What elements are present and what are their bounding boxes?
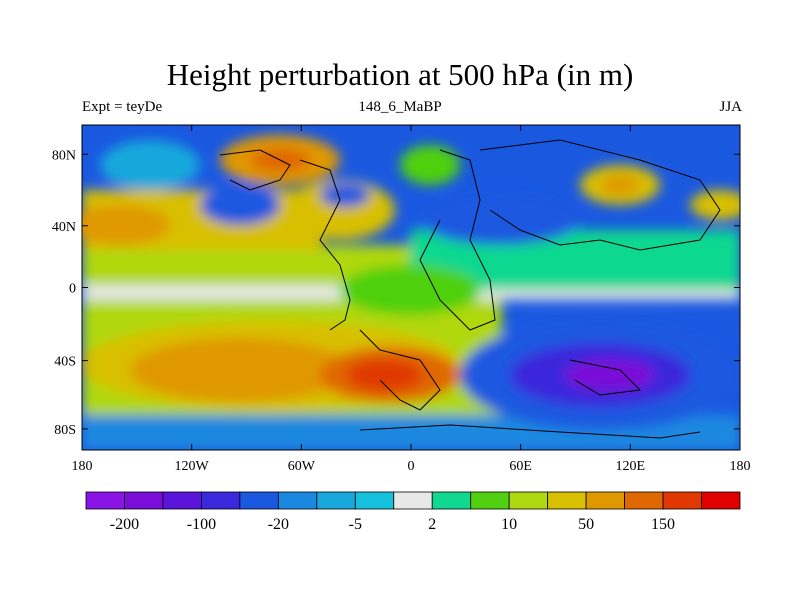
colorbar-box	[393, 491, 433, 510]
coastlines	[219, 139, 721, 439]
australia-coast	[569, 359, 642, 396]
contour-field	[82, 125, 740, 450]
colorbar-box	[316, 491, 356, 510]
colorbar-box	[470, 491, 510, 510]
colorbar-box	[662, 491, 702, 510]
colorbar-box	[277, 491, 318, 510]
colorbar-label: 2	[428, 516, 436, 533]
antarctica-coast	[359, 424, 701, 439]
x-tick-label: 0	[408, 459, 415, 474]
field-asia-neg	[420, 195, 580, 245]
season-label: JJA	[719, 99, 742, 115]
field-siberia-max	[600, 175, 640, 195]
x-tick-label: 60W	[288, 459, 316, 474]
colorbar-box	[585, 491, 625, 510]
y-tick-label: 40N	[52, 220, 76, 235]
field-europe-pos	[400, 145, 460, 185]
colorbar-box	[239, 491, 279, 510]
colorbar-box	[701, 491, 741, 510]
colorbar-box	[162, 491, 202, 510]
colorbar-label: 10	[501, 516, 517, 533]
field-east-pos	[690, 190, 740, 220]
south-coast	[359, 329, 441, 411]
experiment-label: Expt = teyDe	[82, 99, 163, 115]
colorbar-box	[201, 491, 241, 510]
asia-coast	[479, 139, 721, 251]
field-alaska-neg	[100, 140, 200, 190]
colorbar-box	[624, 491, 664, 510]
period-label: 148_6_MaBP	[358, 99, 442, 115]
y-tick-label: 40S	[54, 355, 76, 370]
americas-coast	[299, 159, 351, 331]
chart-title: Height perturbation at 500 hPa (in m)	[166, 57, 634, 92]
x-axis: 180 120W 60W 0 60E 120E 180	[72, 125, 751, 474]
field-south-peak	[347, 359, 423, 391]
colorbar-box	[508, 491, 549, 510]
y-tick-label: 80N	[52, 148, 76, 163]
colorbar-box	[124, 491, 164, 510]
field-atlantic-neg	[320, 183, 370, 207]
field-south-indian-min	[565, 359, 655, 391]
colorbar-label: -200	[110, 516, 139, 533]
y-tick-label: 0	[69, 282, 76, 297]
colorbar-box	[354, 491, 395, 510]
africa-europe-coast	[419, 149, 496, 331]
x-tick-label: 180	[72, 459, 93, 474]
colorbar-label: 150	[651, 516, 675, 533]
field-africa	[340, 265, 480, 315]
x-tick-label: 120W	[175, 459, 210, 474]
colorbar: -200 -100 -20 -5 2 10 50 150	[85, 491, 741, 533]
field-north-pacific-max	[82, 205, 170, 245]
colorbar-box	[547, 491, 587, 510]
greenland-coast	[219, 149, 291, 191]
field-namerica-neg	[200, 185, 280, 225]
colorbar-label: -20	[268, 516, 289, 533]
colorbar-label: 50	[578, 516, 594, 533]
colorbar-box	[431, 491, 472, 510]
x-tick-label: 60E	[509, 459, 532, 474]
colorbar-box	[85, 491, 125, 510]
y-axis: 80N 40N 0 40S 80S	[52, 148, 740, 438]
colorbar-label: -100	[187, 516, 216, 533]
colorbar-label: -5	[349, 516, 362, 533]
field-south-orange	[130, 338, 350, 402]
x-tick-label: 120E	[616, 459, 646, 474]
x-tick-label: 180	[730, 459, 751, 474]
y-tick-label: 80S	[54, 423, 76, 438]
